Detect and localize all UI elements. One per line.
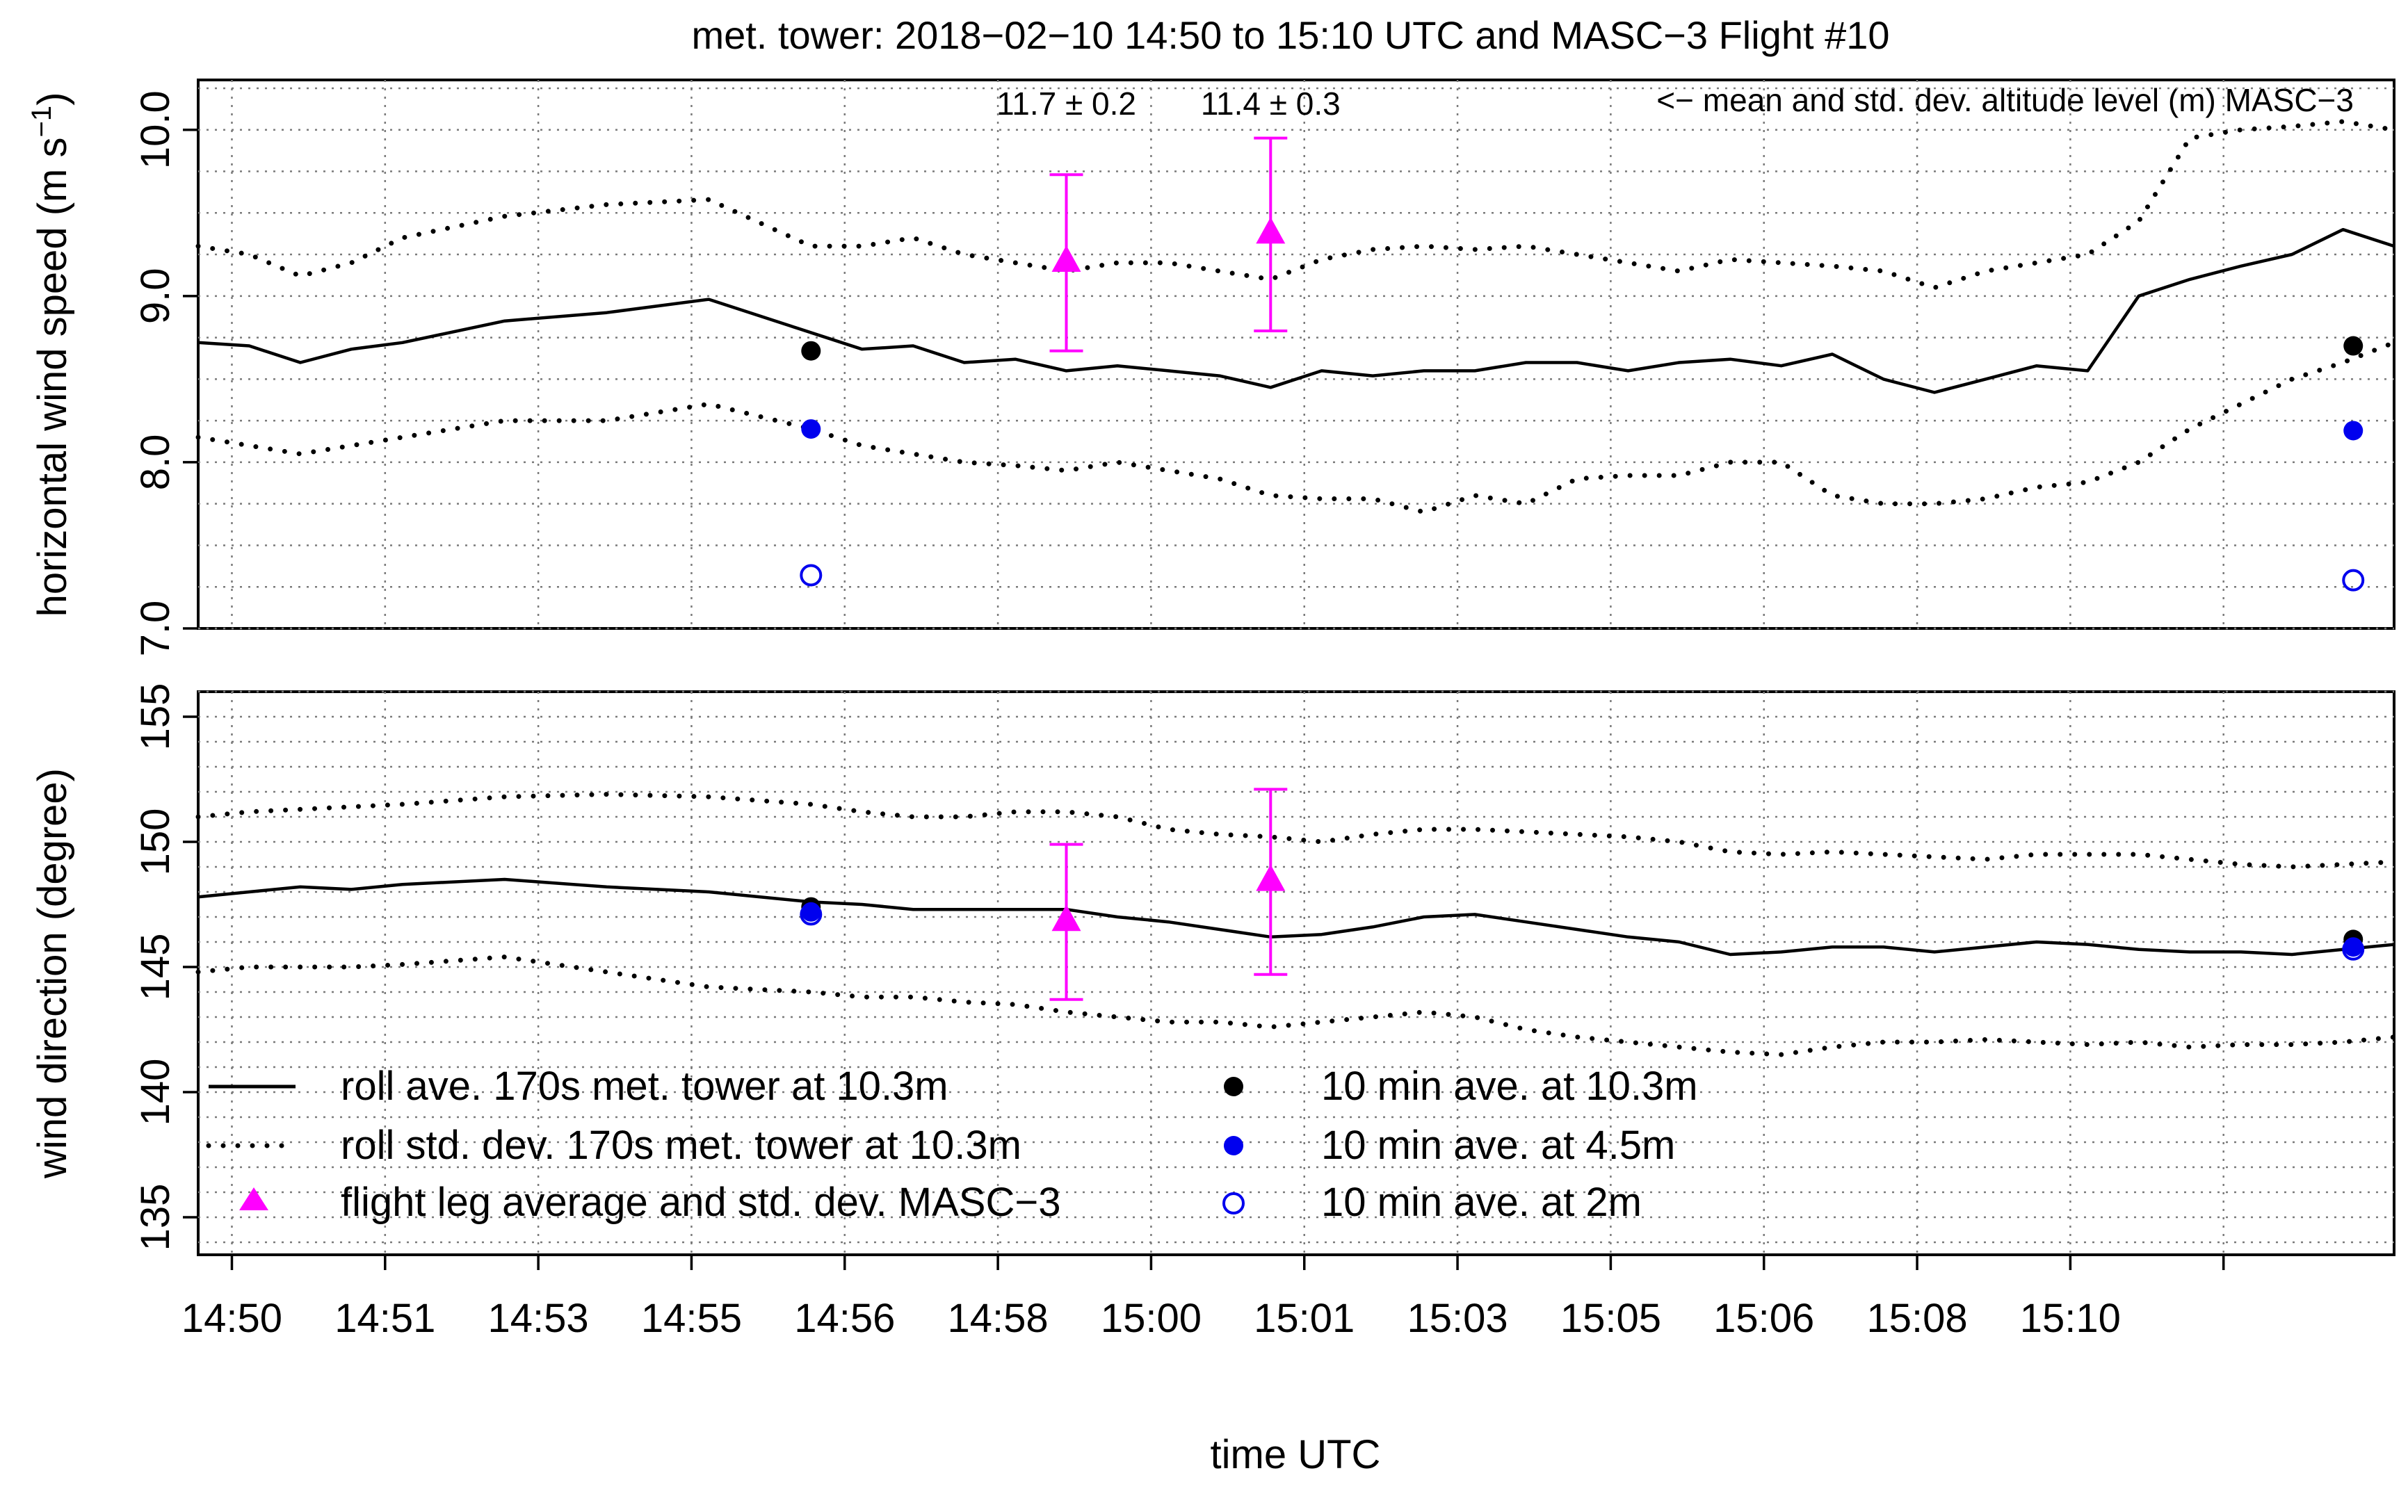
top-point-filled-black <box>2343 336 2363 356</box>
x-axis-label: time UTC <box>1211 1432 1381 1477</box>
flight-leg-altitude-label: 11.4 ± 0.3 <box>1201 86 1341 122</box>
x-tick-label: 15:00 <box>1101 1296 1202 1341</box>
legend-label-10min-4p5m: 10 min ave. at 4.5m <box>1321 1123 1675 1168</box>
top-y-axis-label-exponent: −1 <box>26 106 57 138</box>
legend-label-10min-10m: 10 min ave. at 10.3m <box>1321 1064 1698 1109</box>
x-tick-label: 15:01 <box>1254 1296 1355 1341</box>
data-points: 11.7 ± 0.2 11.4 ± 0.3 <box>800 86 2365 1001</box>
x-tick-label: 15:10 <box>2020 1296 2121 1341</box>
x-tick-label: 14:58 <box>948 1296 1049 1341</box>
legend-label-roll-std: roll std. dev. 170s met. tower at 10.3m <box>341 1123 1021 1168</box>
top-y-tick-label: 7.0 <box>133 601 178 657</box>
bottom-y-tick-label: 145 <box>133 934 178 1001</box>
bottom-point-open-blue <box>2342 938 2365 961</box>
chart-title: met. tower: 2018−02−10 14:50 to 15:10 UT… <box>691 13 1889 57</box>
legend-label-10min-2m: 10 min ave. at 2m <box>1321 1180 1642 1225</box>
top-series-roll-std-dotted-1 <box>195 119 2397 291</box>
legend: roll ave. 170s met. tower at 10.3m roll … <box>206 1064 1698 1225</box>
bottom-series-roll-std-dotted-1 <box>195 792 2397 870</box>
x-tick-label: 15:05 <box>1560 1296 1661 1341</box>
top-flight-leg-triangle <box>1051 245 1081 272</box>
bottom-y-tick-label: 135 <box>133 1184 178 1251</box>
top-y-tick-label: 9.0 <box>133 268 178 324</box>
bottom-series-roll-std-dotted-2 <box>195 954 2397 1057</box>
top-y-tick-label: 10.0 <box>133 90 178 169</box>
top-y-axis-label-text: horizontal wind speed (m s <box>30 138 75 617</box>
top-y-tick-label: 8.0 <box>133 434 178 491</box>
bottom-y-tick-label: 155 <box>133 683 178 751</box>
legend-label-flight-leg: flight leg average and std. dev. MASC−3 <box>341 1180 1060 1225</box>
legend-blue-dot-symbol <box>1224 1136 1243 1155</box>
top-series-roll-ave-line <box>197 227 2395 394</box>
top-panel-frame <box>197 79 2395 630</box>
bottom-series-roll-ave-line <box>197 877 2395 957</box>
x-tick-label: 14:50 <box>181 1296 282 1341</box>
bottom-y-axis-label: wind direction (degree) <box>30 768 75 1179</box>
bottom-y-tick-label: 150 <box>133 808 178 876</box>
x-tick-label: 14:56 <box>794 1296 895 1341</box>
x-tick-label: 14:53 <box>488 1296 589 1341</box>
top-point-open-blue <box>2342 569 2365 592</box>
data-series <box>195 119 2397 1057</box>
bottom-y-tick-label: 140 <box>133 1059 178 1126</box>
bottom-point-open-blue <box>800 903 823 926</box>
legend-label-roll-ave: roll ave. 170s met. tower at 10.3m <box>341 1064 948 1109</box>
top-flight-leg-triangle <box>1256 217 1286 244</box>
x-tick-label: 15:06 <box>1713 1296 1814 1341</box>
bottom-flight-leg-triangle <box>1051 904 1081 932</box>
bottom-flight-leg-triangle <box>1256 864 1286 891</box>
top-point-filled-black <box>801 341 821 361</box>
top-point-open-blue <box>800 564 823 587</box>
legend-triangle-symbol <box>239 1187 268 1210</box>
axis-ticks: 7.0 8.0 9.0 10.0 135 140 145 150 155 14:50 14:51 14… <box>133 90 2225 1341</box>
x-tick-label: 14:51 <box>334 1296 435 1341</box>
x-tick-label: 14:55 <box>641 1296 742 1341</box>
bottom-panel-frame <box>197 690 2395 1256</box>
flight-leg-altitude-label: 11.7 ± 0.2 <box>996 86 1136 122</box>
x-tick-label: 15:08 <box>1866 1296 1967 1341</box>
top-point-filled-blue <box>2343 421 2363 441</box>
x-tick-label: 15:03 <box>1407 1296 1508 1341</box>
top-y-axis-label: horizontal wind speed (m s−1) <box>26 92 75 617</box>
top-y-axis-label-close: ) <box>30 92 75 106</box>
altitude-annotation: <− mean and std. dev. altitude level (m)… <box>1656 82 2354 118</box>
grid-lines <box>198 80 2394 1255</box>
legend-open-circle-symbol <box>1222 1192 1245 1214</box>
top-point-filled-blue <box>801 419 821 439</box>
legend-black-dot-symbol <box>1224 1077 1243 1096</box>
